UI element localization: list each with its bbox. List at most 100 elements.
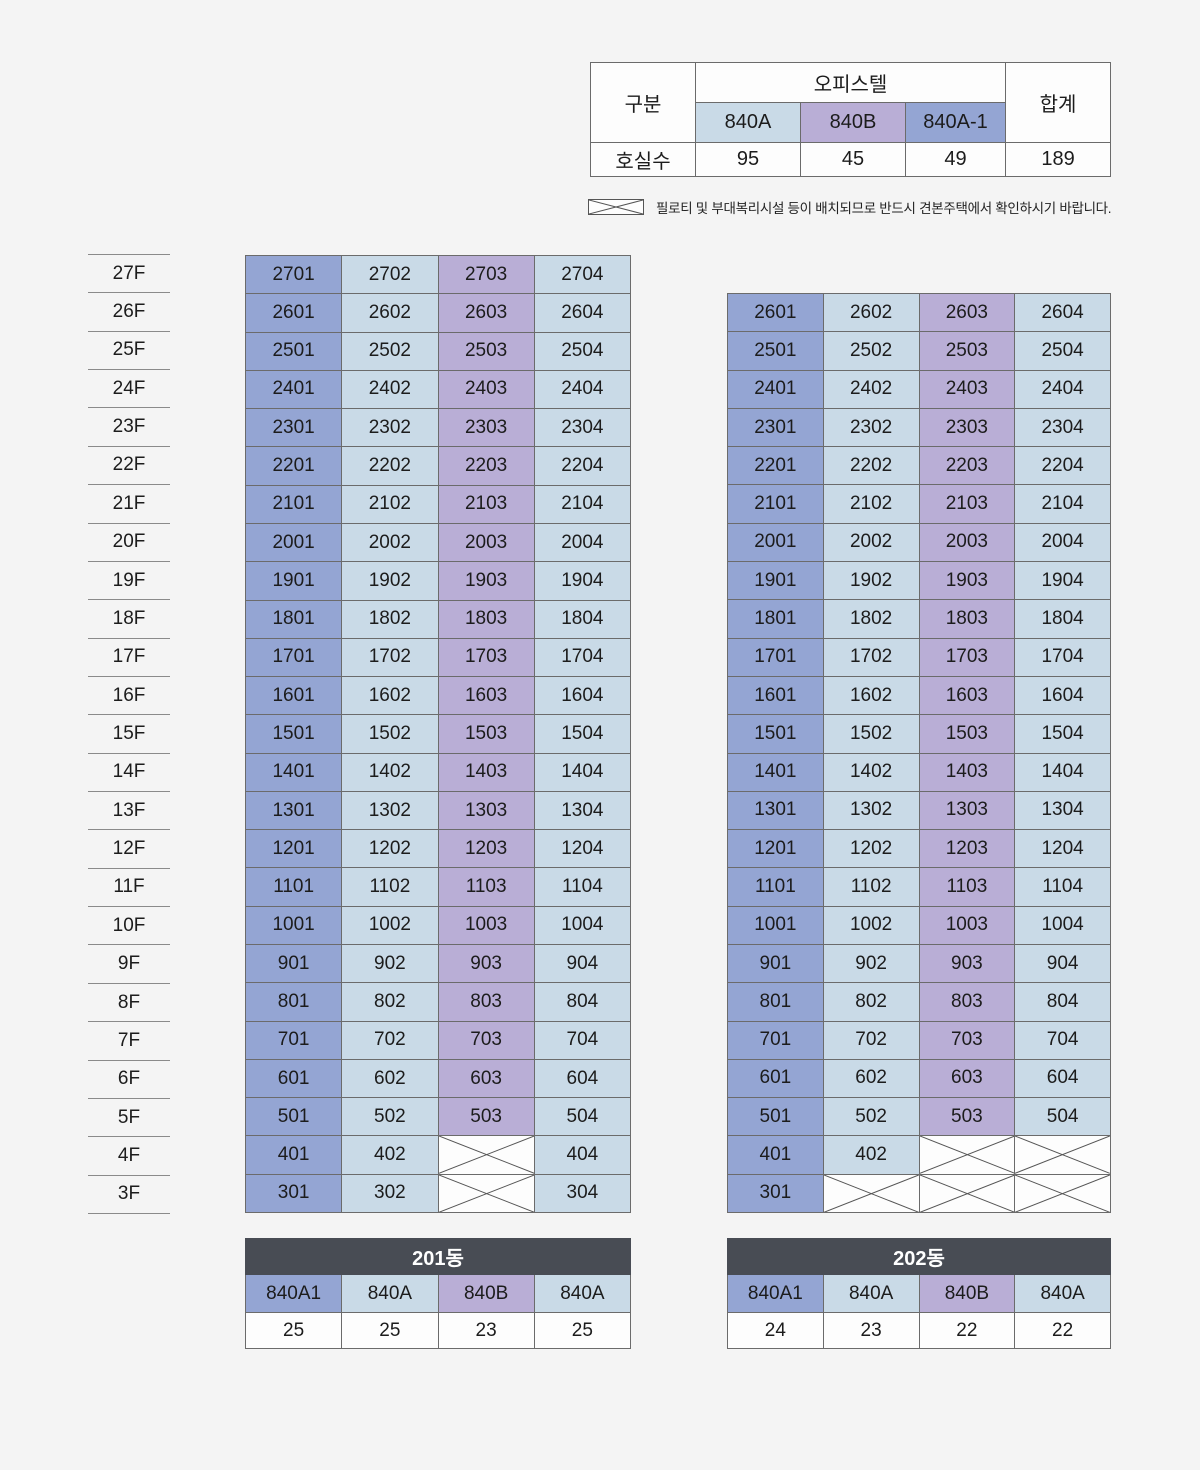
unit-cell: 1903 <box>919 562 1016 601</box>
pilotis-x-cell <box>438 1136 535 1175</box>
unit-cell: 2001 <box>246 523 343 563</box>
unit-cell: 1304 <box>1015 791 1111 831</box>
unit-cell: 2702 <box>342 256 439 295</box>
footer-type-cell: 840B <box>918 1274 1016 1313</box>
summary-count-840a1: 49 <box>904 142 1007 177</box>
unit-cell: 1302 <box>342 791 439 831</box>
unit-cell: 504 <box>1015 1098 1111 1137</box>
summary-total-count: 189 <box>1005 142 1112 177</box>
unit-cell: 2303 <box>438 409 535 448</box>
unit-cell: 2302 <box>823 408 920 448</box>
unit-cell: 1402 <box>823 753 920 792</box>
footer-count-cell: 22 <box>1014 1312 1111 1349</box>
unit-cell: 1004 <box>1015 906 1111 945</box>
unit-cell: 2502 <box>342 332 439 371</box>
floor-label: 19F <box>88 560 170 599</box>
unit-cell: 2102 <box>342 485 439 524</box>
unit-cell: 2001 <box>728 523 824 563</box>
unit-cell: 1004 <box>534 906 631 946</box>
unit-cell: 2303 <box>919 408 1016 448</box>
unit-cell: 2003 <box>919 523 1016 563</box>
unit-cell: 2301 <box>246 409 343 448</box>
footer-count-cell: 23 <box>437 1312 535 1349</box>
unit-cell: 1002 <box>342 906 439 946</box>
unit-grid-202: 2601 2602 2603 2604 2501 2502 2503 2504 2401 2402… <box>727 293 1111 1213</box>
unit-cell: 803 <box>438 983 535 1022</box>
floor-label: 13F <box>88 791 170 829</box>
footer-count-cell: 23 <box>822 1312 920 1349</box>
unit-cell: 1203 <box>919 830 1016 869</box>
floor-label: 7F <box>88 1021 170 1059</box>
summary-count-840b: 45 <box>800 142 906 177</box>
unit-cell: 404 <box>534 1136 631 1175</box>
summary-type-840a1: 840A-1 <box>904 102 1007 143</box>
unit-cell: 1901 <box>246 562 343 601</box>
unit-cell: 2304 <box>1015 408 1111 448</box>
unit-cell: 1504 <box>534 715 631 754</box>
unit-cell: 1801 <box>246 600 343 639</box>
unit-cell: 1701 <box>728 638 824 677</box>
unit-cell: 1601 <box>728 676 824 716</box>
unit-cell: 1101 <box>246 868 343 907</box>
footer-type-cell: 840A1 <box>727 1274 824 1313</box>
unit-cell: 1704 <box>534 638 631 678</box>
unit-cell: 1201 <box>246 830 343 869</box>
unit-cell: 2403 <box>919 370 1016 409</box>
unit-cell: 301 <box>246 1174 343 1213</box>
unit-cell: 1502 <box>342 715 439 754</box>
pilotis-x-cell <box>438 1174 535 1213</box>
unit-cell: 2201 <box>246 447 343 486</box>
unit-cell: 2003 <box>438 523 535 563</box>
unit-cell: 1802 <box>342 600 439 639</box>
floor-label: 16F <box>88 675 170 714</box>
unit-cell: 1501 <box>728 715 824 754</box>
unit-cell: 602 <box>823 1059 920 1099</box>
summary-total-label: 합계 <box>1005 62 1112 143</box>
unit-cell: 2601 <box>246 294 343 333</box>
unit-cell: 1202 <box>342 830 439 869</box>
unit-cell: 1504 <box>1015 715 1111 754</box>
unit-cell: 1703 <box>438 638 535 678</box>
unit-cell: 2404 <box>534 370 631 410</box>
pilotis-legend: 필로티 및 부대복리시설 등이 배치되므로 반드시 견본주택에서 확인하시기 바… <box>588 197 1112 217</box>
unit-cell: 1201 <box>728 830 824 869</box>
unit-cell: 2404 <box>1015 370 1111 409</box>
building-name-202: 202동 <box>727 1238 1111 1275</box>
unit-cell: 1602 <box>342 677 439 716</box>
building-name-201: 201동 <box>245 1238 631 1275</box>
unit-cell: 1904 <box>534 562 631 601</box>
unit-cell: 502 <box>342 1098 439 1137</box>
unit-cell: 1704 <box>1015 638 1111 677</box>
unit-cell: 402 <box>342 1136 439 1175</box>
unit-cell: 1103 <box>919 868 1016 907</box>
unit-cell: 904 <box>534 945 631 984</box>
unit-cell: 804 <box>1015 983 1111 1022</box>
unit-cell: 1604 <box>534 677 631 716</box>
unit-cell: 1404 <box>534 753 631 792</box>
unit-cell: 701 <box>246 1021 343 1060</box>
unit-cell: 1804 <box>534 600 631 639</box>
unit-cell: 401 <box>728 1136 824 1175</box>
unit-cell: 1603 <box>438 677 535 716</box>
pilotis-x-cell <box>919 1136 1016 1175</box>
unit-cell: 1804 <box>1015 600 1111 639</box>
floor-label: 10F <box>88 906 170 944</box>
floor-label: 25F <box>88 330 170 369</box>
footer-count-cell: 25 <box>244 1312 343 1349</box>
floor-label: 21F <box>88 484 170 522</box>
unit-cell: 2302 <box>342 409 439 448</box>
unit-cell: 2004 <box>534 523 631 563</box>
unit-cell: 1401 <box>728 753 824 792</box>
unit-cell: 701 <box>728 1021 824 1060</box>
unit-cell: 302 <box>342 1174 439 1213</box>
summary-count-840a: 95 <box>695 142 801 177</box>
unit-cell: 301 <box>728 1174 824 1213</box>
unit-cell: 1502 <box>823 715 920 754</box>
unit-cell: 1503 <box>438 715 535 754</box>
unit-cell: 1304 <box>534 791 631 831</box>
unit-cell: 601 <box>246 1059 343 1099</box>
unit-cell: 2501 <box>728 332 824 371</box>
floor-label: 3F <box>88 1174 170 1213</box>
unit-cell: 1303 <box>919 791 1016 831</box>
unit-cell: 1604 <box>1015 676 1111 716</box>
